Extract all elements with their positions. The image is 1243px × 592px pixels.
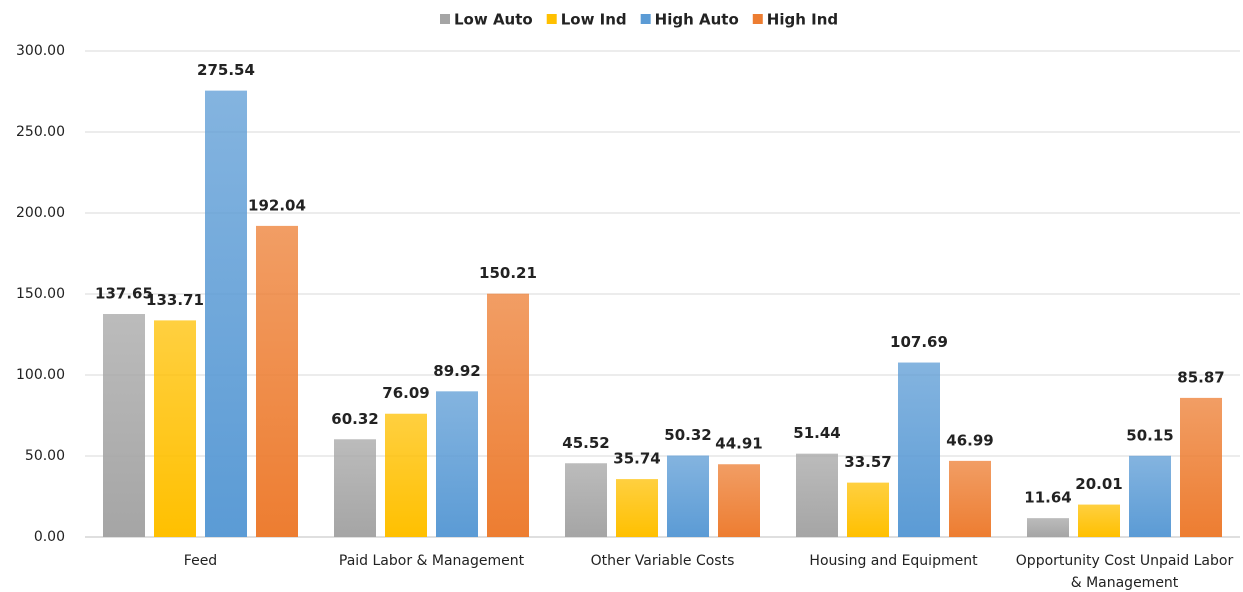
bar: [205, 90, 247, 538]
y-tick-label: 300.00: [16, 43, 65, 59]
legend-swatch: [440, 14, 450, 24]
data-label: 51.44: [793, 424, 840, 442]
y-tick-label: 150.00: [16, 286, 65, 302]
data-label: 50.15: [1126, 426, 1173, 444]
bar: [1180, 397, 1222, 537]
x-tick-label: Other Variable Costs: [590, 553, 735, 569]
legend-swatch: [640, 14, 651, 24]
data-label: 76.09: [382, 384, 429, 402]
legend-label: Low Auto: [454, 11, 533, 29]
x-tick-label: Paid Labor & Management: [338, 553, 525, 569]
bar: [103, 314, 145, 537]
bar: [436, 391, 478, 537]
data-label: 35.74: [613, 450, 660, 468]
bar: [667, 455, 709, 537]
data-label: 60.32: [331, 410, 378, 428]
bar: [385, 413, 427, 537]
data-label: 20.01: [1075, 475, 1122, 493]
y-tick-label: 200.00: [16, 205, 65, 221]
data-label: 33.57: [844, 453, 891, 471]
legend-swatch: [752, 14, 763, 24]
data-label: 85.87: [1177, 368, 1224, 386]
bar: [256, 225, 298, 537]
y-tick-label: 100.00: [16, 367, 65, 383]
bar: [154, 320, 196, 537]
legend-label: Low Ind: [561, 11, 627, 29]
data-label: 46.99: [946, 431, 993, 449]
bar: [334, 439, 376, 537]
data-label: 137.65: [95, 285, 153, 303]
bar: [487, 293, 529, 537]
bar: [1078, 504, 1120, 537]
data-label: 150.21: [479, 264, 537, 282]
x-tick-label: Housing and Equipment: [809, 553, 978, 569]
data-label: 44.91: [715, 435, 762, 453]
bar: [565, 463, 607, 537]
data-label: 275.54: [197, 61, 255, 79]
bar: [796, 453, 838, 537]
bar: [616, 479, 658, 537]
data-label: 45.52: [562, 434, 609, 452]
x-tick-label: Opportunity Cost Unpaid Labor & Manageme…: [1015, 553, 1234, 591]
legend-label: High Auto: [655, 11, 739, 29]
y-tick-label: 50.00: [25, 448, 65, 464]
data-label: 133.71: [146, 291, 204, 309]
legend-label: High Ind: [767, 11, 838, 29]
legend-swatch: [546, 14, 557, 24]
bar: [718, 464, 760, 537]
data-label: 89.92: [433, 362, 480, 380]
bar: [847, 482, 889, 537]
bar: [949, 460, 991, 537]
data-label: 192.04: [248, 196, 306, 214]
data-label: 50.32: [664, 426, 711, 444]
bar: [1129, 455, 1171, 537]
data-label: 11.64: [1024, 489, 1071, 507]
x-tick-label: Feed: [183, 553, 218, 569]
bar: [898, 362, 940, 537]
y-tick-label: 0.00: [34, 529, 65, 545]
bar: [1027, 518, 1069, 537]
y-tick-label: 250.00: [16, 124, 65, 140]
data-label: 107.69: [890, 333, 948, 351]
